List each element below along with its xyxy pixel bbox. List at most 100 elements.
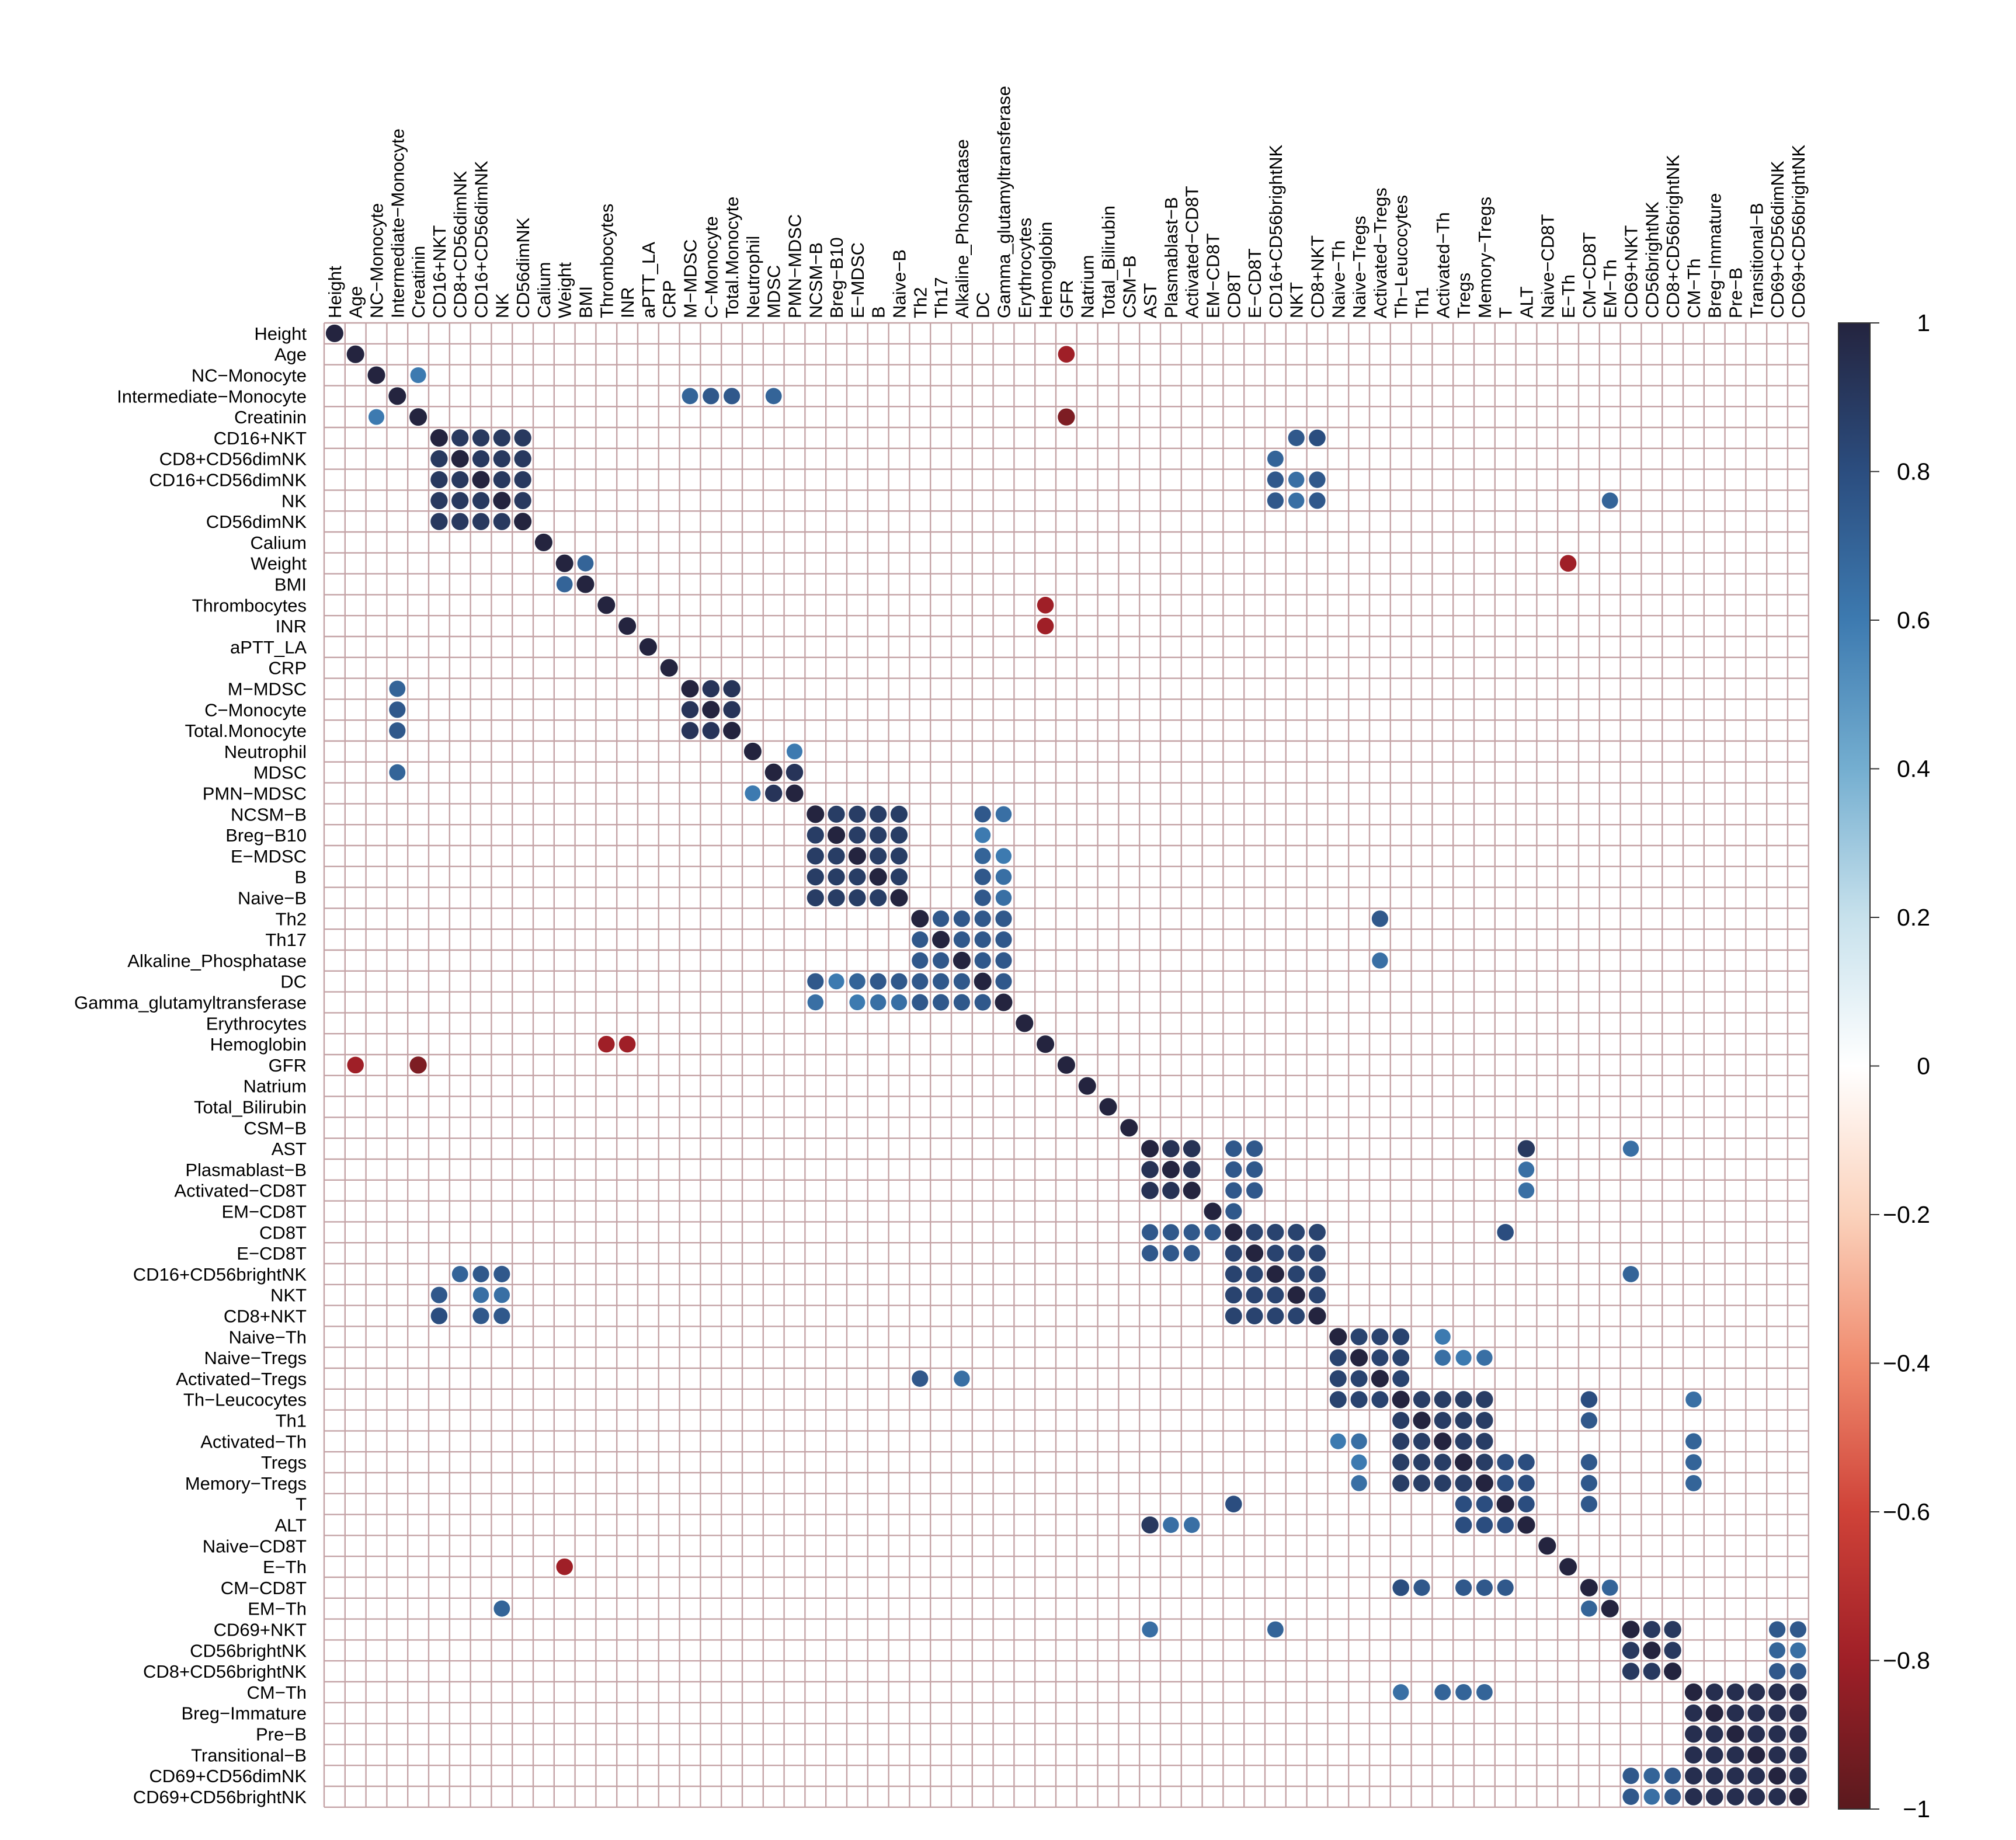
correlation-circle xyxy=(1497,1224,1514,1241)
correlation-circle xyxy=(681,722,699,739)
correlation-circle xyxy=(1267,450,1284,467)
correlation-circle xyxy=(660,659,678,677)
correlation-circle xyxy=(1685,1433,1702,1450)
column-label: Activated−Th xyxy=(1433,212,1453,318)
correlation-circle xyxy=(367,366,385,384)
correlation-circle xyxy=(1288,492,1305,509)
correlation-circle xyxy=(1037,1035,1055,1053)
correlation-circle xyxy=(430,492,448,509)
correlation-circle xyxy=(1747,1684,1765,1701)
correlation-circle xyxy=(764,763,783,781)
correlation-circle xyxy=(534,533,552,551)
correlation-circle xyxy=(933,973,950,990)
correlation-circle xyxy=(1455,1474,1472,1492)
correlation-circle xyxy=(785,784,804,802)
correlation-circle xyxy=(1580,1600,1597,1617)
correlation-circle xyxy=(1057,1056,1075,1074)
correlation-circle xyxy=(389,722,406,739)
correlation-circle xyxy=(1789,1621,1806,1638)
correlation-circle xyxy=(1392,1370,1410,1387)
column-label: CM−Th xyxy=(1684,259,1704,319)
column-label: Age xyxy=(346,286,366,318)
correlation-circle xyxy=(1726,1746,1744,1764)
column-label: Intermediate−Monocyte xyxy=(387,128,408,318)
correlation-circle xyxy=(1705,1746,1723,1764)
correlation-circle xyxy=(1392,1390,1410,1408)
row-label: Calium xyxy=(251,533,307,553)
correlation-circle xyxy=(430,1307,448,1324)
column-label: CM−CD8T xyxy=(1579,232,1600,318)
correlation-circle xyxy=(1476,1411,1493,1429)
correlation-circle xyxy=(702,680,720,698)
correlation-circle xyxy=(1183,1516,1200,1533)
correlation-circle xyxy=(1350,1391,1368,1408)
correlation-circle xyxy=(1350,1370,1368,1387)
correlation-circle xyxy=(912,931,929,948)
column-label: CRP xyxy=(659,280,680,318)
correlation-circle xyxy=(974,847,991,864)
column-label: Transitional−B xyxy=(1746,203,1767,318)
row-label: Intermediate−Monocyte xyxy=(117,386,307,406)
correlation-circle xyxy=(409,1056,427,1074)
column-label: Total_Bilirubin xyxy=(1099,206,1119,318)
correlation-circle xyxy=(409,408,427,426)
correlation-circle xyxy=(1664,1788,1681,1805)
correlation-circle xyxy=(724,388,741,405)
correlation-circle xyxy=(1455,1411,1472,1429)
correlation-circle xyxy=(1434,1432,1452,1451)
correlation-circle xyxy=(995,889,1012,906)
correlation-circle xyxy=(974,806,991,823)
correlation-circle xyxy=(849,805,866,823)
correlation-circle xyxy=(1225,1161,1242,1178)
correlation-circle xyxy=(1434,1391,1451,1408)
row-label: Alkaline_Phosphatase xyxy=(127,951,307,971)
correlation-circle xyxy=(556,1558,573,1575)
row-label: Transitional−B xyxy=(191,1745,307,1765)
correlation-circle xyxy=(995,848,1012,864)
column-label: C−Monocyte xyxy=(701,216,721,318)
correlation-circle xyxy=(1351,1433,1367,1450)
correlation-circle xyxy=(1455,1579,1472,1596)
correlation-circle xyxy=(1601,492,1618,509)
correlation-circle xyxy=(849,868,866,886)
correlation-circle xyxy=(1288,1223,1305,1241)
correlation-circle xyxy=(493,429,510,447)
row-label: CSM−B xyxy=(244,1118,307,1138)
correlation-circle xyxy=(493,492,511,510)
correlation-circle xyxy=(1476,1349,1493,1366)
correlation-circle xyxy=(1726,1725,1744,1743)
column-label: T xyxy=(1496,307,1516,318)
correlation-circle xyxy=(1685,1746,1702,1764)
correlation-circle xyxy=(702,701,720,719)
correlation-circle xyxy=(618,617,637,635)
correlation-circle xyxy=(974,994,991,1011)
column-label: EM−CD8T xyxy=(1203,233,1223,318)
correlation-circle xyxy=(389,764,406,781)
correlation-circle xyxy=(472,492,490,509)
column-label: CD8+NKT xyxy=(1308,235,1328,318)
column-label: CD16+NKT xyxy=(429,225,450,318)
correlation-circle xyxy=(891,994,908,1011)
correlation-circle xyxy=(828,805,845,823)
correlation-circle xyxy=(472,513,490,530)
correlation-circle xyxy=(1309,1223,1326,1241)
colorbar-tick-label: −0.4 xyxy=(1883,1350,1930,1377)
correlation-circle xyxy=(1497,1516,1514,1533)
correlation-circle xyxy=(953,931,970,948)
correlation-circle xyxy=(995,931,1012,948)
correlation-circle xyxy=(1309,1244,1326,1262)
correlation-circle xyxy=(1747,1704,1765,1722)
row-label: CRP xyxy=(269,658,307,679)
row-label: NKT xyxy=(270,1285,307,1306)
correlation-circle xyxy=(975,827,991,843)
correlation-circle xyxy=(1142,1621,1158,1638)
correlation-circle xyxy=(1643,1662,1660,1680)
correlation-circle xyxy=(1267,492,1284,509)
correlation-circle xyxy=(556,576,573,593)
row-label: E−CD8T xyxy=(237,1243,307,1264)
correlation-circle xyxy=(849,994,866,1011)
correlation-circle xyxy=(1518,1495,1535,1512)
row-label: Breg−B10 xyxy=(225,825,307,846)
row-label: CD8+CD56brightNK xyxy=(143,1661,307,1682)
column-label: Total.Monocyte xyxy=(722,197,742,319)
